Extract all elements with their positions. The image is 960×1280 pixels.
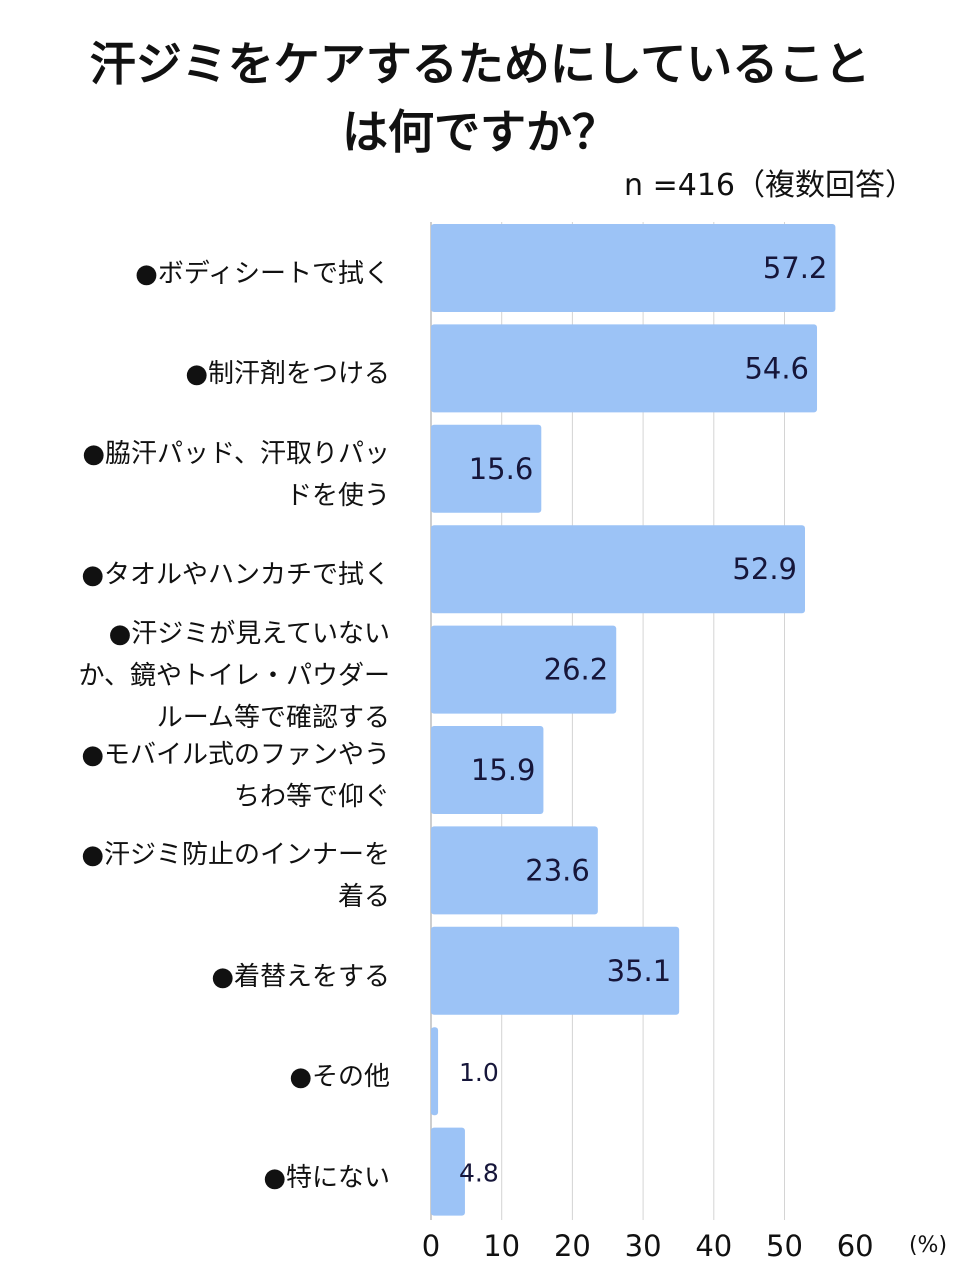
bar (431, 1027, 439, 1116)
bar (431, 1127, 465, 1216)
category-label: ●着替えをする (211, 961, 390, 992)
x-tick-label: 40 (695, 1229, 732, 1263)
data-label: 54.6 (744, 351, 809, 385)
bar (431, 525, 806, 614)
category-label: ●ボディシートで拭く (135, 259, 390, 289)
bar (431, 224, 836, 312)
data-label: 26.2 (544, 653, 609, 687)
x-tick-label: 10 (483, 1229, 520, 1263)
category-label: ●タオルやハンカチで拭く (81, 560, 390, 591)
chart-subtitle: n =416（複数回答） (624, 168, 915, 203)
bar (431, 324, 818, 413)
category-label: ●脇汗パッド、汗取りパッ ドを使う (82, 438, 390, 511)
data-label: 52.9 (732, 552, 797, 586)
category-label: ●特にない (263, 1162, 390, 1193)
bar (431, 926, 680, 1015)
bar (431, 424, 542, 513)
data-label: 15.9 (471, 753, 536, 787)
bar (431, 726, 544, 814)
data-label: 1.0 (459, 1058, 499, 1087)
x-axis-unit: (%) (909, 1233, 947, 1258)
data-label: 4.8 (459, 1159, 499, 1188)
bar (431, 625, 617, 714)
category-label: ●モバイル式のファンやう ちわ等で仰ぐ (81, 740, 390, 812)
x-tick-label: 50 (766, 1229, 803, 1263)
x-tick-label: 20 (554, 1229, 591, 1263)
category-label: ●汗ジミが見えていない か、鏡やトイレ・パウダー ルーム等で確認する (78, 618, 390, 733)
data-label: 15.6 (469, 452, 534, 486)
data-label: 23.6 (525, 853, 590, 887)
data-label: 35.1 (607, 954, 672, 988)
x-tick-label: 30 (625, 1229, 662, 1263)
bar (431, 826, 598, 915)
chart-title-line-2: は何ですか？ (342, 105, 618, 159)
category-label: ●その他 (289, 1062, 390, 1093)
category-label: ●制汗剤をつける (185, 359, 390, 390)
category-label: ●汗ジミ防止のインナーを 着る (81, 840, 390, 913)
chart-title-line-1: 汗ジミをケアするためにしていること (89, 37, 871, 91)
data-label: 57.2 (763, 251, 828, 285)
x-tick-label: 0 (422, 1229, 440, 1263)
x-tick-label: 60 (837, 1229, 874, 1263)
